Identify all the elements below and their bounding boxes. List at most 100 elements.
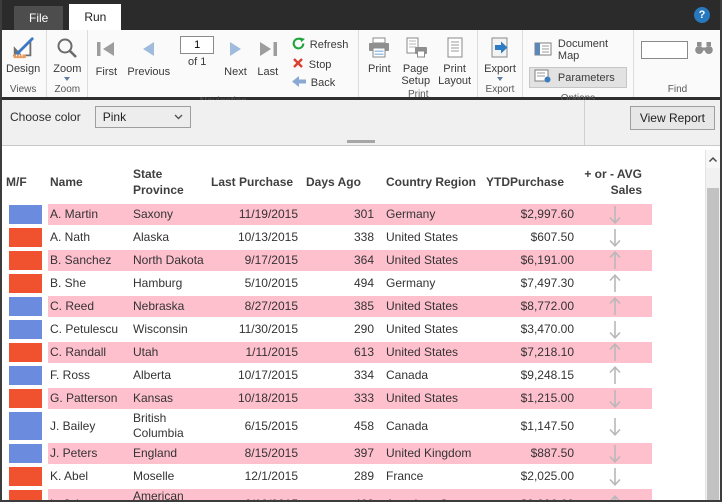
design-icon (11, 35, 35, 61)
report-table: M/F Name State Province Last Purchase Day… (2, 150, 720, 500)
table-body: A. Martin Saxony 11/19/2015 301 Germany … (6, 204, 720, 500)
trend-arrow-icon (609, 468, 621, 486)
ytd-purchase-cell: $7,218.10 (486, 342, 578, 363)
view-report-button[interactable]: View Report (629, 106, 715, 130)
gender-cell (6, 365, 48, 386)
design-button[interactable]: Design (2, 32, 44, 76)
header-avg-sales: + or - AVG Sales (584, 167, 642, 197)
table-row: C. Randall Utah 1/11/2015 613 United Sta… (6, 342, 720, 363)
color-dropdown[interactable]: Pink (94, 106, 191, 128)
last-page-button[interactable]: Last (252, 32, 284, 78)
ribbon-group-navigation: First Previous of 1 Next (88, 30, 360, 107)
name-cell: L. Johnson (48, 489, 131, 500)
tab-run[interactable]: Run (69, 4, 122, 30)
last-purchase-cell: 1/11/2015 (211, 342, 306, 363)
zoom-button[interactable]: Zoom (49, 32, 85, 82)
ribbon-group-export: Export Export (478, 30, 523, 97)
days-ago-cell: 385 (306, 296, 378, 317)
parameters-button[interactable]: Parameters (528, 67, 627, 88)
splitter-grip[interactable] (347, 140, 375, 143)
last-purchase-cell: 10/13/2015 (237, 230, 298, 244)
gender-cell (6, 443, 48, 464)
country-cell: United Kingdom (378, 443, 486, 464)
printer-icon (366, 35, 392, 61)
state-cell: Moselle (133, 469, 175, 483)
export-button[interactable]: Export (480, 32, 520, 82)
state-cell: Wisconsin (133, 322, 188, 336)
scroll-up-button[interactable] (706, 150, 720, 168)
previous-page-button[interactable]: Previous (122, 32, 175, 78)
refresh-label: Refresh (309, 39, 349, 51)
first-page-button[interactable]: First (90, 32, 122, 78)
last-purchase-cell: 8/15/2015 (211, 443, 306, 464)
table-row: L. Johnson American Samoa 6/10/2015 463 … (6, 489, 720, 500)
zoom-label: Zoom (53, 63, 82, 75)
gender-swatch (9, 343, 42, 362)
next-icon (225, 36, 245, 62)
name-cell: C. Randall (48, 342, 131, 363)
binoculars-icon[interactable] (694, 40, 714, 60)
next-page-button[interactable]: Next (219, 32, 252, 78)
state-cell: Alaska (133, 230, 170, 244)
ribbon: Design Views Zoom Zoom (0, 30, 722, 107)
gender-cell (6, 489, 48, 500)
table-row: B. Sanchez North Dakota 9/17/2015 364 Un… (6, 250, 720, 271)
print-layout-label: Print Layout (438, 63, 472, 87)
print-layout-button[interactable]: Print Layout (434, 32, 475, 88)
tab-file[interactable]: File (14, 6, 64, 30)
days-ago-cell: 463 (306, 489, 378, 500)
print-group-label: Print (407, 89, 429, 100)
name-cell: B. Sanchez (48, 250, 131, 271)
trend-cell (578, 250, 652, 271)
trend-arrow-icon (609, 321, 621, 339)
find-input[interactable] (641, 41, 688, 59)
state-cell: Utah (131, 342, 211, 363)
country-cell: United States (378, 342, 486, 363)
nav-extra-buttons: Refresh Stop (284, 32, 357, 95)
header-ytd-purchase: YTDPurchase (486, 175, 565, 189)
page-setup-button[interactable]: Page Setup (397, 32, 434, 88)
table-row: A. Nath Alaska 10/13/2015 338 United Sta… (6, 227, 720, 248)
page-number-input[interactable] (180, 36, 215, 54)
name-cell: F. Ross (50, 368, 91, 382)
trend-cell (578, 319, 652, 340)
magnifier-icon (55, 35, 79, 61)
trend-arrow-icon (609, 206, 621, 224)
stop-button[interactable]: Stop (288, 55, 353, 74)
last-label: Last (257, 66, 279, 78)
stop-icon (292, 57, 304, 72)
country-cell: United States (378, 250, 486, 271)
state-cell: North Dakota (131, 250, 211, 271)
document-map-button[interactable]: Document Map (529, 36, 627, 64)
ytd-purchase-cell: $6,191.00 (486, 250, 578, 271)
ytd-purchase-cell: $9,996.60 (486, 489, 578, 500)
country-cell: United States (378, 388, 486, 409)
page-setup-icon (403, 35, 429, 61)
ytd-purchase-cell: $9,248.15 (520, 368, 574, 382)
refresh-button[interactable]: Refresh (288, 35, 353, 55)
back-button[interactable]: Back (288, 74, 353, 92)
table-row: J. Bailey British Columbia 6/15/2015 458… (6, 411, 720, 441)
print-button[interactable]: Print (361, 32, 397, 76)
page-of-label: of 1 (187, 56, 207, 68)
gender-swatch (9, 228, 42, 247)
trend-cell (578, 273, 652, 294)
ytd-purchase-cell: $607.50 (530, 230, 574, 244)
gender-swatch (9, 490, 42, 500)
scrollbar-thumb[interactable] (707, 188, 719, 500)
trend-cell (578, 411, 652, 441)
last-purchase-cell: 9/17/2015 (211, 250, 306, 271)
refresh-icon (292, 37, 305, 53)
table-row: C. Reed Nebraska 8/27/2015 385 United St… (6, 296, 720, 317)
help-icon[interactable]: ? (694, 7, 710, 23)
state-cell: American Samoa (131, 489, 211, 500)
gender-swatch (9, 251, 42, 270)
country-cell: Germany (386, 276, 436, 290)
vertical-scrollbar[interactable] (705, 150, 720, 500)
trend-arrow-icon (609, 343, 621, 361)
name-cell: J. Bailey (50, 418, 96, 433)
header-country-region: Country Region (386, 175, 476, 189)
trend-arrow-icon (609, 297, 621, 315)
last-purchase-cell: 12/1/2015 (244, 469, 298, 483)
ribbon-group-find: Find (634, 30, 722, 97)
